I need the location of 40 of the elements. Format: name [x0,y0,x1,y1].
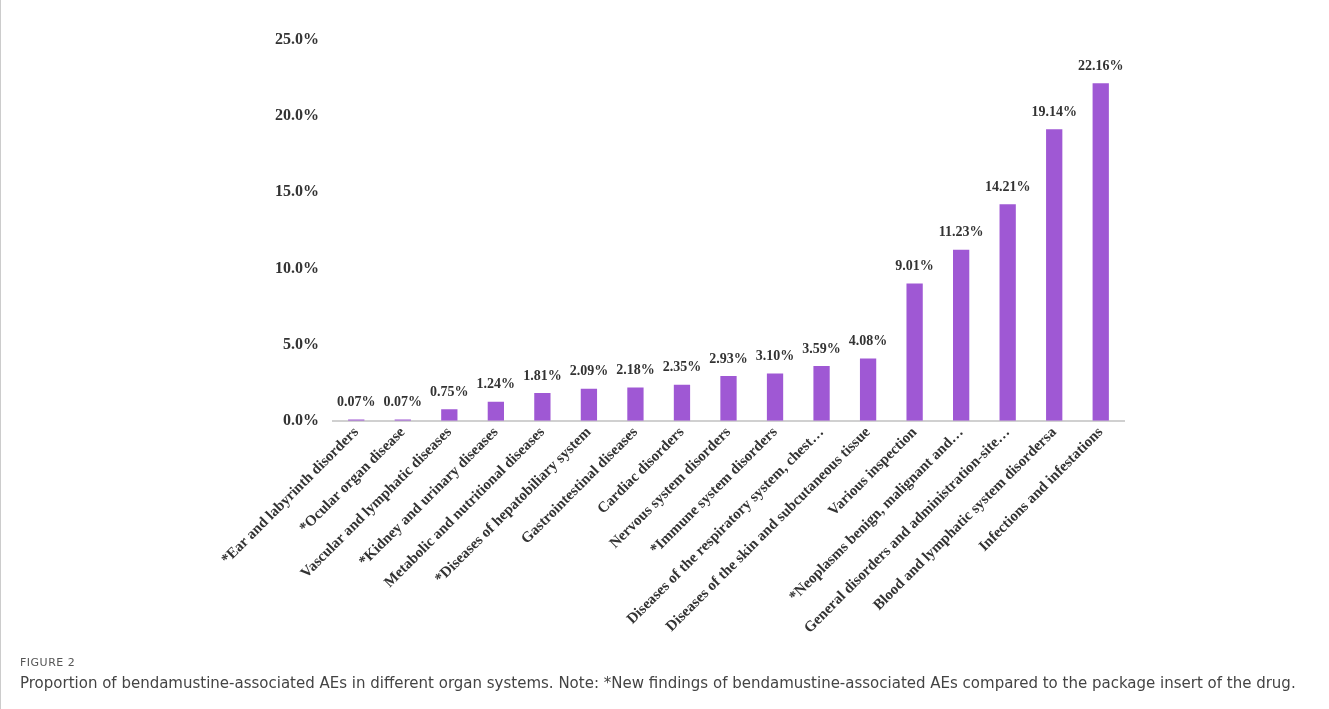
bar [1046,129,1063,421]
bar [673,384,691,421]
bar [813,365,830,421]
bar [720,376,737,421]
data-label: 1.24% [476,376,516,392]
data-label: 2.93% [709,350,748,366]
data-label: 9.01% [895,258,934,274]
bar [627,387,644,421]
bar [441,409,458,421]
bar [487,401,504,421]
data-label: 2.35% [662,359,702,375]
bar [859,358,877,421]
data-label: 0.75% [430,383,469,399]
bar [953,249,970,421]
data-label: 22.16% [1077,57,1124,73]
data-label: 2.18% [616,362,655,378]
bar [534,393,551,421]
bar [580,388,598,421]
y-tick-label: 5.0% [283,334,319,352]
y-tick-label: 10.0% [275,258,319,276]
data-label: 11.23% [938,224,984,240]
bar [999,204,1016,421]
text: Proportion of bendamustine-associated AEs in different organ systems. Note: *New findings of bendamustine-associated AEs compared to the package insert of the drug. [20,673,1297,694]
data-label: 0.07% [383,394,423,410]
data-label: 4.08% [848,333,888,349]
data-label: 14.21% [984,178,1031,194]
data-label: 3.59% [802,340,841,356]
data-label: 1.81% [523,367,562,383]
y-tick-label: 15.0% [275,182,319,200]
bar [766,373,784,421]
bar [1092,83,1109,421]
bar [906,283,923,421]
y-tick-label: 20.0% [275,106,319,124]
data-label: 3.10% [755,348,795,364]
y-tick-label: 25.0% [275,30,319,48]
data-label: 2.09% [569,363,609,379]
y-tick-label: 0.0% [283,410,319,428]
caption: FIGURE 2 [20,655,77,671]
data-label: 19.14% [1031,103,1077,119]
data-label: 0.07% [337,394,376,410]
